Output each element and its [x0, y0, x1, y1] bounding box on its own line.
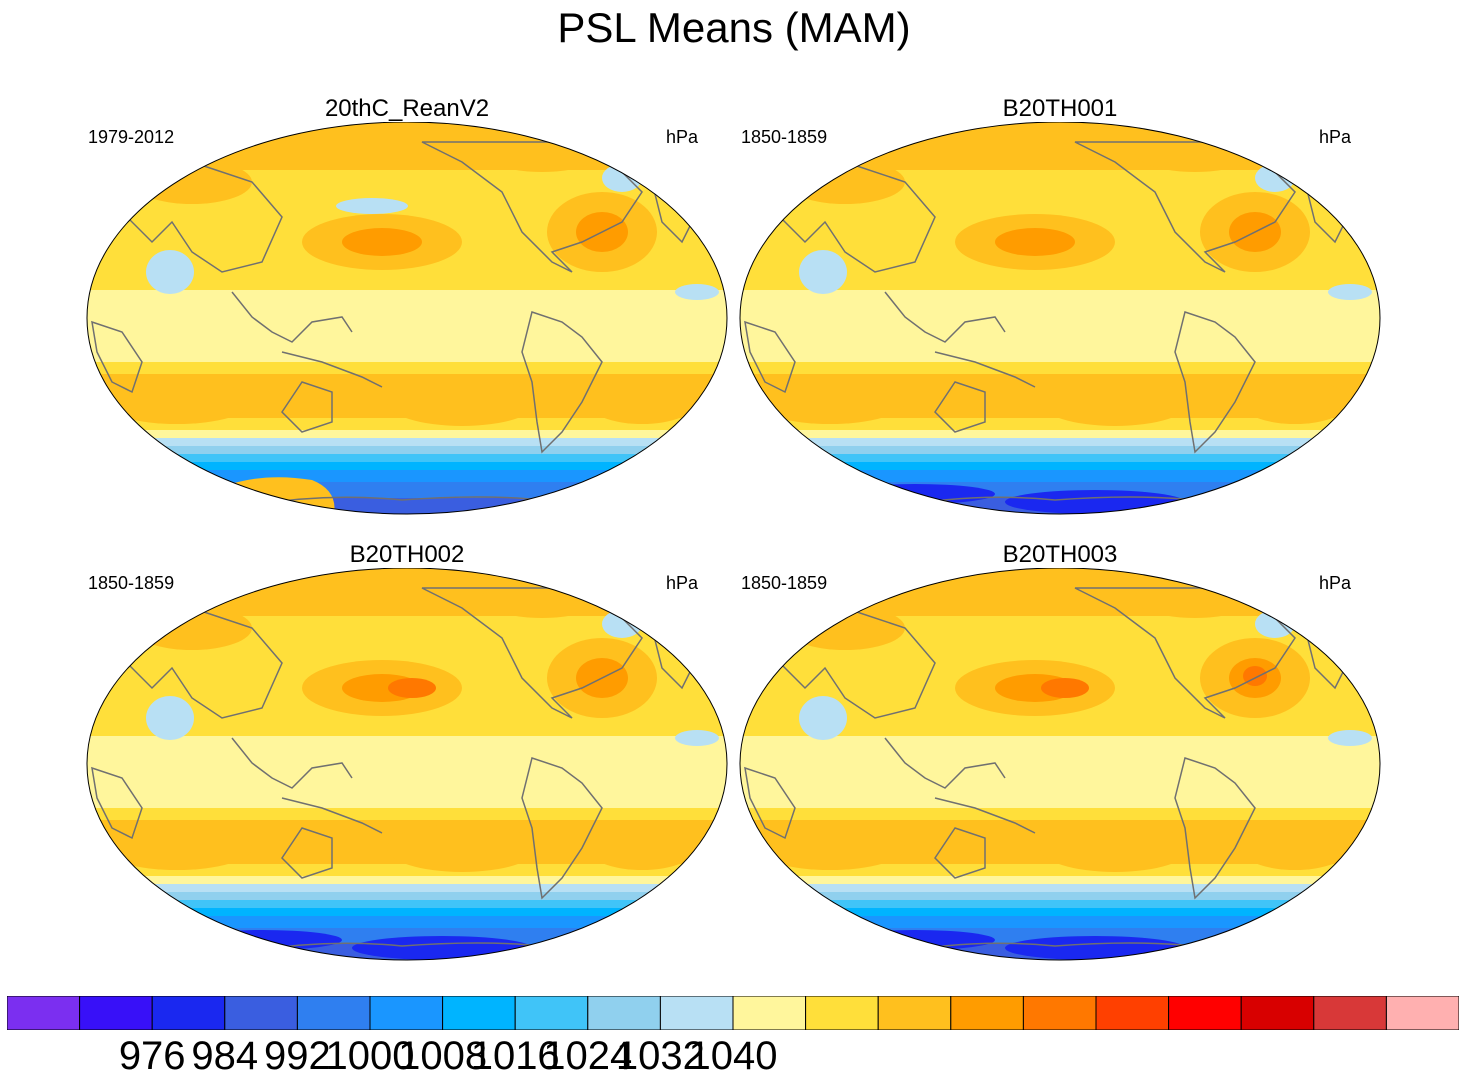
colorbar [7, 996, 1459, 1030]
colorbar-tick-label: 1024 [543, 1034, 633, 1078]
colorbar-swatch [587, 996, 661, 1030]
psl-contour-map [86, 568, 728, 961]
psl-contour-map [739, 122, 1381, 515]
colorbar-swatch [877, 996, 952, 1030]
colorbar-tick-label: 976 [118, 1034, 186, 1078]
period-label: 1850-1859 [88, 573, 175, 593]
map-panel-reanalysis: 20thC_ReanV2 1979-2012 hPa [82, 95, 732, 516]
colorbar-swatch [369, 996, 444, 1030]
colorbar-swatch [1385, 996, 1459, 1030]
psl-contour-map [86, 122, 728, 515]
panel-title: 20thC_ReanV2 [324, 95, 490, 122]
panel-title: B20TH002 [349, 541, 465, 568]
colorbar-tick-label: 1000 [325, 1034, 415, 1078]
map-panel-b20th003: B20TH003 1850-1859 hPa [735, 541, 1385, 962]
period-label: 1850-1859 [741, 127, 828, 147]
colorbar-tick-label: 984 [191, 1034, 259, 1078]
colorbar-tick-label: 1040 [688, 1034, 778, 1078]
colorbar-swatch [224, 996, 298, 1030]
colorbar-swatch [805, 996, 879, 1030]
colorbar-swatch [7, 996, 81, 1030]
colorbar-swatch [1168, 996, 1242, 1030]
period-label: 1979-2012 [88, 127, 175, 147]
colorbar-swatch [950, 996, 1024, 1030]
colorbar-swatch [1022, 996, 1097, 1030]
colorbar-swatch [514, 996, 589, 1030]
units-label: hPa [1319, 573, 1352, 593]
colorbar-swatch [1240, 996, 1315, 1030]
figure-title: PSL Means (MAM) [557, 4, 911, 51]
colorbar-tick-label: 1032 [615, 1034, 705, 1078]
colorbar-tick-label: 1008 [398, 1034, 488, 1078]
panel-title: B20TH001 [1002, 95, 1118, 122]
colorbar-swatch [151, 996, 226, 1030]
colorbar-swatch [732, 996, 807, 1030]
colorbar-swatch [1313, 996, 1387, 1030]
colorbar-tick-label: 1016 [470, 1034, 560, 1078]
units-label: hPa [666, 127, 699, 147]
map-panel-b20th001: B20TH001 1850-1859 hPa [735, 95, 1385, 516]
colorbar-swatch [296, 996, 371, 1030]
map-panel-b20th002: B20TH002 1850-1859 hPa [82, 541, 732, 962]
period-label: 1850-1859 [741, 573, 828, 593]
colorbar-swatch [442, 996, 516, 1030]
units-label: hPa [1319, 127, 1352, 147]
colorbar-swatch [79, 996, 153, 1030]
panel-title: B20TH003 [1002, 541, 1118, 568]
psl-contour-map [739, 568, 1381, 961]
colorbar-swatch [1095, 996, 1170, 1030]
colorbar-tick-label: 992 [264, 1034, 331, 1078]
colorbar-swatch [659, 996, 734, 1030]
units-label: hPa [666, 573, 699, 593]
